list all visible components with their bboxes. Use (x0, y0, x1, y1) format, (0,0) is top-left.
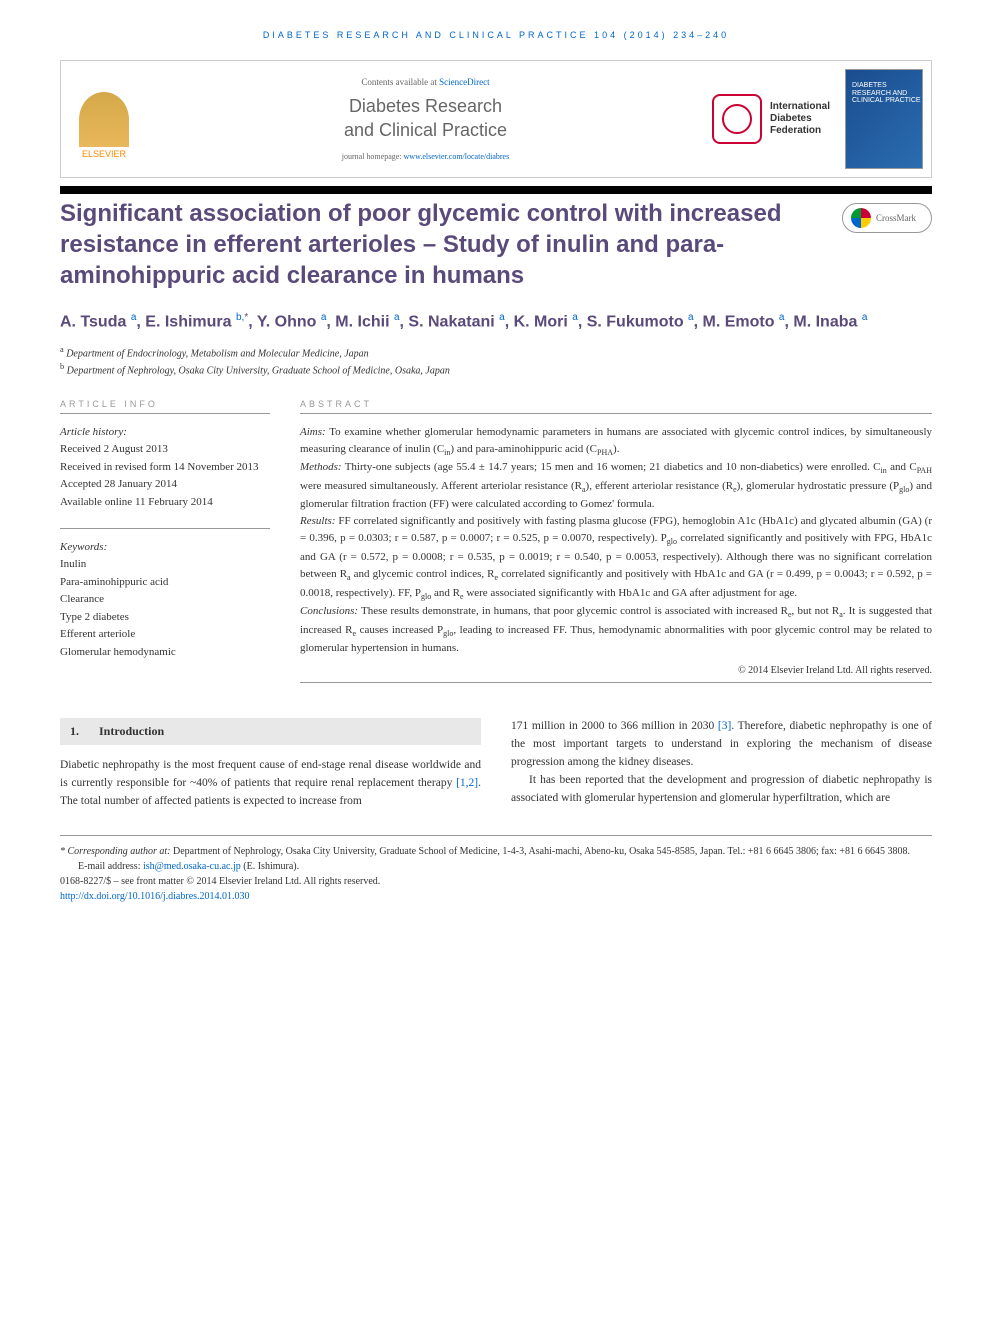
results-text: FF correlated significantly and positive… (300, 515, 932, 598)
conclusions-label: Conclusions: (300, 605, 358, 617)
abstract-methods: Methods: Thirty-one subjects (age 55.4 ±… (300, 459, 932, 513)
affiliations: a Department of Endocrinology, Metabolis… (60, 344, 932, 379)
email-suffix: (E. Ishimura). (241, 861, 299, 872)
keyword-item: Para-aminohippuric acid (60, 574, 270, 592)
idf-section: International Diabetes Federation (712, 94, 830, 144)
idf-line3: Federation (770, 125, 821, 136)
journal-homepage: journal homepage: www.elsevier.com/locat… (154, 152, 697, 161)
elsevier-tree-icon (79, 92, 129, 147)
abstract-text: Aims: To examine whether glomerular hemo… (300, 424, 932, 658)
elsevier-logo[interactable]: ELSEVIER (69, 79, 139, 159)
homepage-link[interactable]: www.elsevier.com/locate/diabres (404, 152, 510, 161)
abstract-results: Results: FF correlated significantly and… (300, 513, 932, 603)
journal-cover-thumbnail[interactable]: DIABETES RESEARCH AND CLINICAL PRACTICE (845, 69, 923, 169)
journal-name-1: Diabetes Research (349, 96, 502, 116)
history-accepted: Accepted 28 January 2014 (60, 476, 270, 494)
contents-available-text: Contents available at (361, 77, 439, 87)
abstract-aims: Aims: To examine whether glomerular hemo… (300, 424, 932, 460)
info-rule (60, 413, 270, 414)
email-line: E-mail address: ish@med.osaka-cu.ac.jp (… (60, 859, 932, 874)
intro-p3: It has been reported that the developmen… (511, 772, 932, 808)
kw-rule (60, 528, 270, 529)
idf-line1: International (770, 101, 830, 112)
email-link[interactable]: ish@med.osaka-cu.ac.jp (143, 861, 241, 872)
methods-text: Thirty-one subjects (age 55.4 ± 14.7 yea… (300, 461, 932, 510)
abstract-bottom-rule (300, 682, 932, 683)
keyword-item: Clearance (60, 591, 270, 609)
footer: * Corresponding author at: Department of… (60, 835, 932, 904)
affiliation-b: b Department of Nephrology, Osaka City U… (60, 361, 932, 378)
article-info-column: ARTICLE INFO Article history: Received 2… (60, 399, 270, 694)
keywords-list: InulinPara-aminohippuric acidClearanceTy… (60, 556, 270, 662)
corresponding-author: * Corresponding author at: Department of… (60, 844, 932, 859)
crossmark-icon (851, 208, 871, 228)
abstract-label: ABSTRACT (300, 399, 932, 409)
history-received: Received 2 August 2013 (60, 441, 270, 459)
affiliation-b-text: Department of Nephrology, Osaka City Uni… (67, 366, 450, 377)
aims-label: Aims: (300, 426, 326, 438)
abstract-conclusions: Conclusions: These results demonstrate, … (300, 603, 932, 657)
body-col-left: 1. Introduction Diabetic nephropathy is t… (60, 718, 481, 810)
history-label: Article history: (60, 424, 270, 442)
journal-header-box: ELSEVIER Contents available at ScienceDi… (60, 60, 932, 178)
article-title: Significant association of poor glycemic… (60, 198, 842, 292)
results-label: Results: (300, 515, 335, 527)
idf-line2: Diabetes (770, 113, 812, 124)
keyword-item: Type 2 diabetes (60, 609, 270, 627)
body-columns: 1. Introduction Diabetic nephropathy is t… (60, 718, 932, 810)
abstract-rule (300, 413, 932, 414)
abstract-column: ABSTRACT Aims: To examine whether glomer… (300, 399, 932, 694)
elsevier-label: ELSEVIER (82, 149, 126, 159)
affiliation-a: a Department of Endocrinology, Metabolis… (60, 344, 932, 361)
intro-heading-num: 1. (70, 724, 79, 738)
doi-line: http://dx.doi.org/10.1016/j.diabres.2014… (60, 889, 932, 904)
intro-p1: Diabetic nephropathy is the most frequen… (60, 757, 481, 810)
info-abstract-row: ARTICLE INFO Article history: Received 2… (60, 399, 932, 694)
crossmark-badge[interactable]: CrossMark (842, 203, 932, 233)
keyword-item: Glomerular hemodynamic (60, 644, 270, 662)
history-revised: Received in revised form 14 November 201… (60, 459, 270, 477)
ref-link-1-2[interactable]: [1,2] (456, 777, 478, 789)
intro-heading-text: Introduction (99, 724, 164, 738)
crossmark-label: CrossMark (876, 213, 916, 223)
black-divider-bar (60, 186, 932, 194)
aims-text: To examine whether glomerular hemodynami… (300, 426, 932, 455)
affiliation-a-text: Department of Endocrinology, Metabolism … (66, 348, 368, 359)
keyword-item: Inulin (60, 556, 270, 574)
article-history: Article history: Received 2 August 2013 … (60, 424, 270, 512)
header-center: Contents available at ScienceDirect Diab… (154, 77, 697, 161)
intro-p1a: Diabetic nephropathy is the most frequen… (60, 759, 481, 789)
abstract-copyright: © 2014 Elsevier Ireland Ltd. All rights … (300, 665, 932, 676)
contents-available: Contents available at ScienceDirect (154, 77, 697, 87)
corresp-label: * Corresponding author at: (60, 846, 170, 857)
article-info-label: ARTICLE INFO (60, 399, 270, 409)
journal-name-2: and Clinical Practice (344, 120, 507, 140)
ref-link-3[interactable]: [3] (718, 720, 731, 732)
running-header: DIABETES RESEARCH AND CLINICAL PRACTICE … (60, 30, 932, 40)
idf-text: International Diabetes Federation (770, 101, 830, 137)
intro-p2: 171 million in 2000 to 366 million in 20… (511, 718, 932, 771)
history-online: Available online 11 February 2014 (60, 494, 270, 512)
idf-logo-icon (712, 94, 762, 144)
conclusions-text: These results demonstrate, in humans, th… (300, 605, 932, 654)
keywords-block: Keywords: InulinPara-aminohippuric acidC… (60, 539, 270, 662)
sciencedirect-link[interactable]: ScienceDirect (439, 77, 489, 87)
journal-name: Diabetes Research and Clinical Practice (154, 95, 697, 142)
corresp-text: Department of Nephrology, Osaka City Uni… (170, 846, 910, 857)
email-label: E-mail address: (78, 861, 143, 872)
doi-link[interactable]: http://dx.doi.org/10.1016/j.diabres.2014… (60, 891, 250, 902)
title-area: Significant association of poor glycemic… (60, 198, 932, 292)
intro-heading: 1. Introduction (60, 718, 481, 745)
authors-list: A. Tsuda a, E. Ishimura b,*, Y. Ohno a, … (60, 310, 932, 334)
homepage-label: journal homepage: (342, 152, 404, 161)
keywords-label: Keywords: (60, 539, 270, 557)
intro-p2a: 171 million in 2000 to 366 million in 20… (511, 720, 718, 732)
issn-line: 0168-8227/$ – see front matter © 2014 El… (60, 874, 932, 889)
cover-thumb-text: DIABETES RESEARCH AND CLINICAL PRACTICE (852, 82, 922, 105)
body-col-right: 171 million in 2000 to 366 million in 20… (511, 718, 932, 810)
keyword-item: Efferent arteriole (60, 626, 270, 644)
methods-label: Methods: (300, 461, 342, 473)
